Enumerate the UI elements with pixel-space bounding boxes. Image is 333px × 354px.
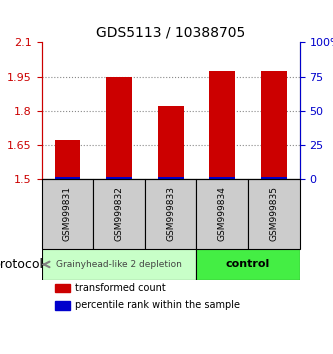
- Text: Grainyhead-like 2 depletion: Grainyhead-like 2 depletion: [56, 260, 182, 269]
- Bar: [55, 301, 70, 310]
- Bar: [158, 106, 183, 179]
- Bar: [106, 177, 132, 179]
- Bar: [261, 71, 287, 179]
- Bar: [106, 76, 132, 179]
- Bar: [261, 177, 287, 179]
- Text: GSM999833: GSM999833: [166, 186, 175, 241]
- FancyBboxPatch shape: [196, 179, 248, 249]
- Text: percentile rank within the sample: percentile rank within the sample: [75, 301, 240, 310]
- Bar: [209, 177, 235, 179]
- Text: GSM999834: GSM999834: [218, 186, 227, 241]
- FancyBboxPatch shape: [196, 249, 300, 280]
- Text: transformed count: transformed count: [75, 283, 166, 293]
- Text: GSM999835: GSM999835: [269, 186, 278, 241]
- Bar: [55, 140, 80, 179]
- Bar: [55, 177, 80, 179]
- Text: control: control: [226, 259, 270, 269]
- FancyBboxPatch shape: [93, 179, 145, 249]
- Title: GDS5113 / 10388705: GDS5113 / 10388705: [96, 26, 245, 40]
- FancyBboxPatch shape: [248, 179, 300, 249]
- Bar: [158, 177, 183, 179]
- FancyBboxPatch shape: [145, 179, 196, 249]
- Bar: [55, 284, 70, 292]
- FancyBboxPatch shape: [42, 249, 196, 280]
- FancyBboxPatch shape: [42, 179, 93, 249]
- Bar: [209, 71, 235, 179]
- Text: GSM999832: GSM999832: [115, 186, 124, 241]
- Text: GSM999831: GSM999831: [63, 186, 72, 241]
- Text: protocol: protocol: [0, 258, 44, 271]
